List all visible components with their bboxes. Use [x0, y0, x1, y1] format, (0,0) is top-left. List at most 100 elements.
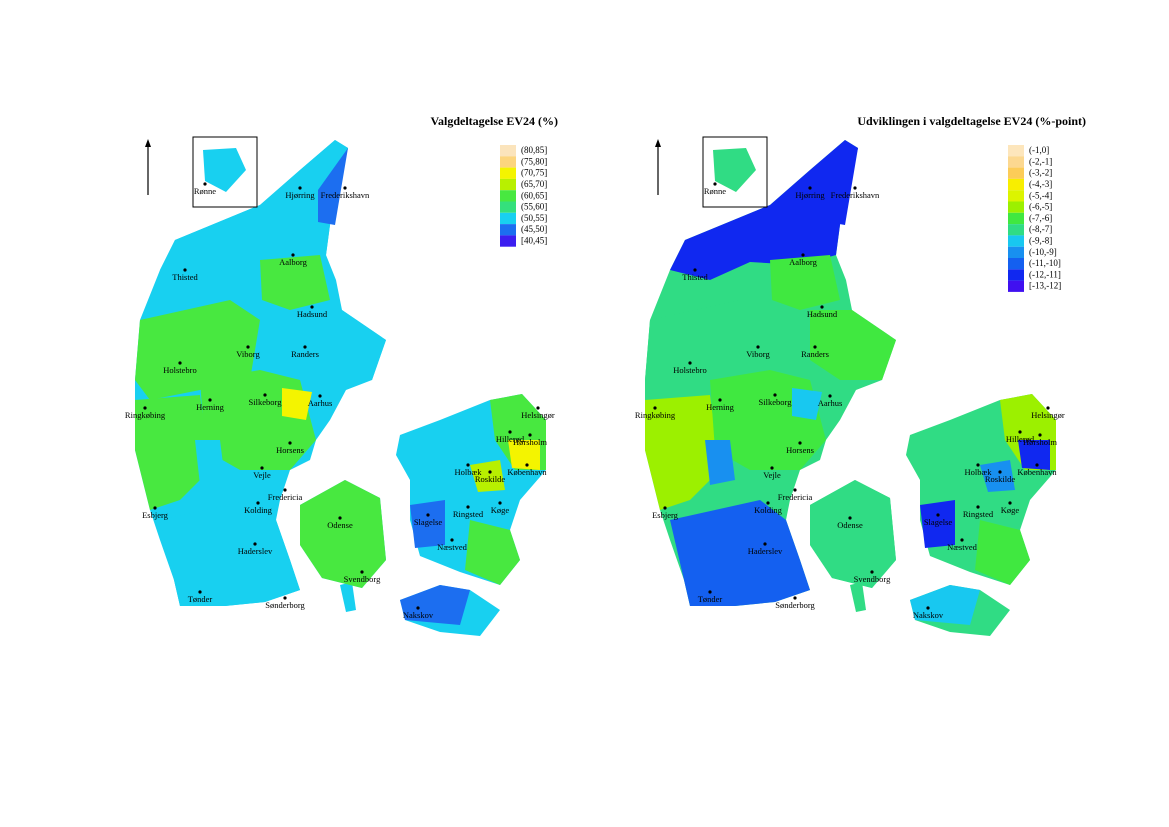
region	[910, 585, 980, 625]
city-label: Ringkøbing	[635, 410, 676, 420]
city-dot	[256, 501, 260, 505]
city-label: Tønder	[188, 594, 213, 604]
city-dot	[718, 398, 722, 402]
north-arrow-head	[145, 139, 151, 147]
legend-label: (-12,-11]	[1029, 269, 1061, 279]
city-dot	[870, 570, 874, 574]
city-label: Esbjerg	[142, 510, 169, 520]
city-dot	[310, 305, 314, 309]
region	[160, 500, 300, 606]
legend-label: (75,80]	[521, 156, 547, 166]
legend-label: (-5,-4]	[1029, 190, 1052, 200]
city-dot	[153, 506, 157, 510]
city-label: Haderslev	[748, 546, 783, 556]
legend-swatch	[500, 212, 516, 225]
city-label: Køge	[491, 505, 510, 515]
city-label: Rønne	[194, 186, 216, 196]
city-label: Ringsted	[453, 509, 484, 519]
region	[465, 520, 520, 585]
region	[282, 388, 312, 420]
city-label: Odense	[327, 520, 353, 530]
legend-swatch	[500, 156, 516, 168]
city-label: Haderslev	[238, 546, 273, 556]
legend-label: (-8,-7]	[1029, 224, 1052, 234]
region	[135, 395, 210, 510]
city-dot	[198, 590, 202, 594]
city-dot	[260, 466, 264, 470]
city-label: Vejle	[253, 470, 271, 480]
city-label: Herning	[196, 402, 225, 412]
land	[340, 582, 356, 612]
city-label: København	[1017, 467, 1057, 477]
city-label: Silkeborg	[759, 397, 793, 407]
legend-swatch	[1008, 167, 1024, 179]
region	[975, 520, 1030, 585]
city-dot	[1035, 463, 1039, 467]
city-dot	[1038, 433, 1042, 437]
city-dot	[936, 513, 940, 517]
city-label: Roskilde	[985, 474, 1015, 484]
city-dot	[498, 501, 502, 505]
city-label: Herning	[706, 402, 735, 412]
city-dot	[773, 393, 777, 397]
city-dot	[143, 406, 147, 410]
city-label: Fredericia	[778, 492, 813, 502]
city-dot	[1018, 430, 1022, 434]
city-label: Frederikshavn	[831, 190, 880, 200]
legend-swatch	[500, 178, 516, 191]
legend-swatch	[500, 201, 516, 213]
city-label: København	[507, 467, 547, 477]
legend-swatch	[1008, 246, 1024, 258]
city-dot	[1046, 406, 1050, 410]
city-label: Randers	[801, 349, 829, 359]
city-dot	[813, 345, 817, 349]
city-dot	[693, 268, 697, 272]
city-dot	[283, 596, 287, 600]
legend-label: (-4,-3]	[1029, 179, 1052, 189]
legend-label: (-6,-5]	[1029, 202, 1052, 212]
region	[810, 480, 896, 588]
city-label: Viborg	[236, 349, 260, 359]
region	[508, 440, 540, 470]
city-dot	[416, 606, 420, 610]
city-label: Roskilde	[475, 474, 505, 484]
city-label: Hillerød	[1006, 434, 1035, 444]
city-dot	[528, 433, 532, 437]
land	[713, 148, 756, 192]
legend-swatch	[500, 167, 516, 179]
city-label: Frederikshavn	[321, 190, 370, 200]
city-dot	[178, 361, 182, 365]
city-dot	[853, 186, 857, 190]
legend-label: (-11,-10]	[1029, 258, 1061, 268]
city-label: Thisted	[172, 272, 198, 282]
city-dot	[253, 542, 257, 546]
city-label: Kolding	[244, 505, 273, 515]
city-dot	[525, 463, 529, 467]
region	[670, 140, 858, 280]
legend-label: (50,55]	[521, 213, 547, 223]
city-label: Hjørring	[285, 190, 315, 200]
region	[195, 440, 225, 485]
city-dot	[801, 253, 805, 257]
city-label: Ringsted	[963, 509, 994, 519]
city-dot	[848, 516, 852, 520]
city-label: Ringkøbing	[125, 410, 166, 420]
legend-label: (80,85]	[521, 145, 547, 155]
north-arrow-head	[655, 139, 661, 147]
legend-swatch	[1008, 258, 1024, 270]
city-label: Vejle	[763, 470, 781, 480]
city-dot	[536, 406, 540, 410]
legend-swatch	[500, 224, 516, 236]
city-dot	[960, 538, 964, 542]
legend-label: (-3,-2]	[1029, 168, 1052, 178]
legend-label: (55,60]	[521, 202, 547, 212]
city-label: Holbæk	[965, 467, 993, 477]
city-label: Silkeborg	[249, 397, 283, 407]
city-label: Aalborg	[279, 257, 307, 267]
map-title: Valgdeltagelse EV24 (%)	[430, 114, 558, 128]
legend-swatch	[1008, 145, 1024, 157]
city-label: Horsens	[786, 445, 814, 455]
city-dot	[793, 488, 797, 492]
city-label: Odense	[837, 520, 863, 530]
